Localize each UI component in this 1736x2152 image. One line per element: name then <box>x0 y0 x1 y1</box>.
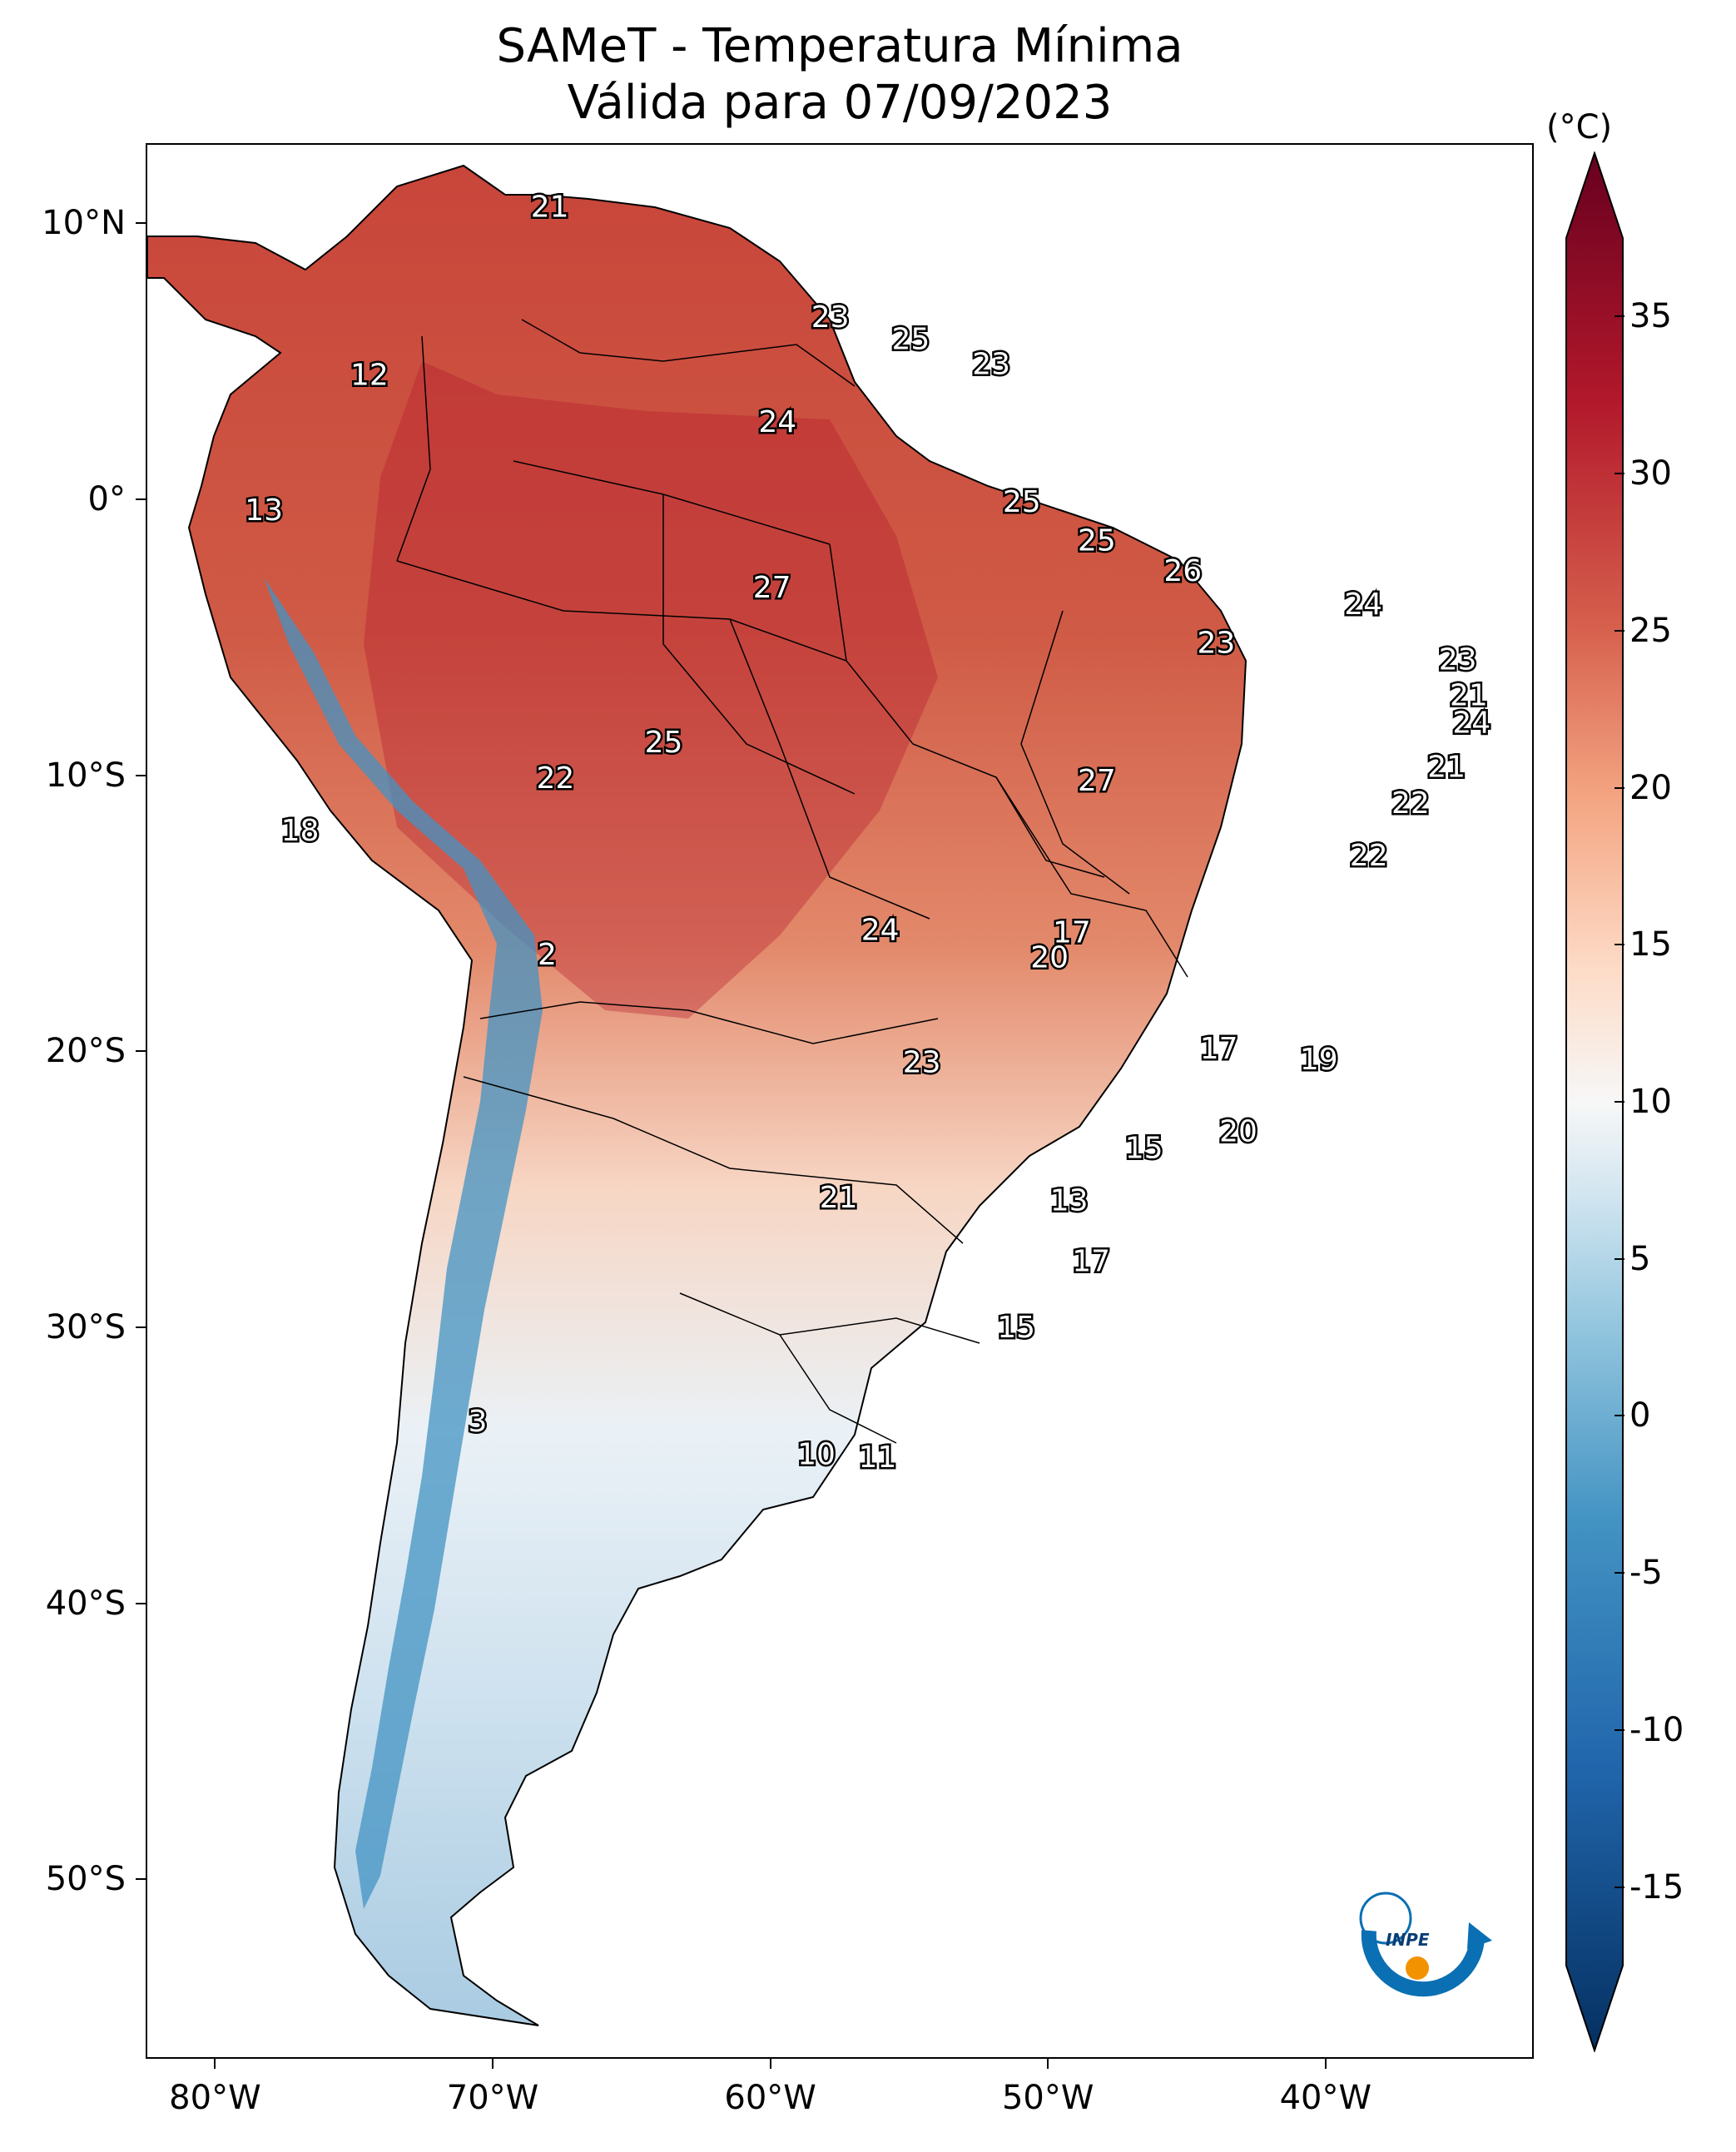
station-value-label: 17 <box>1200 1032 1238 1066</box>
station-value-label: 25 <box>645 726 683 760</box>
station-value-label: 17 <box>1053 916 1091 950</box>
colorbar-tick-label: 25 <box>1629 611 1672 650</box>
station-value-label: 21 <box>1427 751 1466 785</box>
station-value-label: 21 <box>820 1181 858 1215</box>
station-value-label: 12 <box>350 359 389 393</box>
longitude-tick-label: 80°W <box>169 2079 261 2117</box>
latitude-tick-label: 10°S <box>45 756 126 795</box>
colorbar-tick-mark <box>1614 473 1624 475</box>
station-value-label: 10 <box>797 1438 836 1472</box>
station-value-label: 24 <box>861 913 900 947</box>
state-borders <box>396 319 1188 1444</box>
longitude-tick-mark <box>492 2059 494 2069</box>
station-value-label: 13 <box>1050 1183 1089 1217</box>
station-value-label: 20 <box>1030 941 1069 975</box>
colorbar-tick-mark <box>1614 1886 1624 1888</box>
colorbar-tick-label: 35 <box>1629 297 1672 336</box>
map-panel: 21 23 25 23 12 24 25 13 25 26 27 24 23 23 21 24 25 21 22 27… <box>146 143 1534 2059</box>
colorbar-tick-mark <box>1614 1101 1624 1103</box>
latitude-tick-mark <box>136 1326 146 1328</box>
title-line-2: Válida para 07/09/2023 <box>567 76 1113 130</box>
andes-cold-band <box>264 578 543 1909</box>
station-value-label: 23 <box>903 1046 941 1080</box>
station-value-label: 21 <box>531 190 569 224</box>
colorbar-tick-label: 0 <box>1629 1396 1651 1435</box>
latitude-tick-label: 40°S <box>45 1584 126 1623</box>
colorbar-tick-mark <box>1614 1257 1624 1260</box>
colorbar-tick-mark <box>1614 315 1624 318</box>
colorbar-tick-mark <box>1614 629 1624 632</box>
station-value-label: 18 <box>281 814 320 848</box>
latitude-tick-mark <box>136 498 146 500</box>
station-value-label: 2 <box>538 938 557 972</box>
station-value-label: 21 <box>1450 678 1488 712</box>
longitude-tick-mark <box>769 2059 771 2069</box>
station-value-label: 23 <box>972 347 1010 381</box>
colorbar-tick-label: 15 <box>1629 925 1672 964</box>
latitude-tick-label: 0° <box>87 479 126 518</box>
station-value-label: 19 <box>1300 1043 1338 1077</box>
longitude-tick-mark <box>214 2059 216 2069</box>
station-value-label: 25 <box>1078 524 1116 558</box>
colorbar-unit: (°C) <box>1546 108 1613 146</box>
station-value-label: 22 <box>1350 839 1388 873</box>
colorbar-tick-label: 10 <box>1629 1083 1672 1121</box>
station-value-label: 15 <box>1125 1131 1163 1165</box>
station-value-label: 11 <box>858 1440 896 1475</box>
colorbar-tick-label: -5 <box>1629 1554 1663 1593</box>
longitude-tick-label: 60°W <box>724 2079 816 2117</box>
station-value-label: 22 <box>1391 786 1430 821</box>
colorbar-tick-mark <box>1614 1572 1624 1574</box>
longitude-tick-mark <box>1324 2059 1327 2069</box>
longitude-tick-label: 70°W <box>446 2079 539 2117</box>
colorbar-tick-label: 30 <box>1629 454 1672 493</box>
station-value-label: 27 <box>753 571 791 605</box>
latitude-tick-label: 20°S <box>45 1032 126 1071</box>
station-value-label: 23 <box>811 300 850 335</box>
warm-region-overlay <box>364 361 938 1019</box>
latitude-tick-mark <box>136 1602 146 1604</box>
station-value-label: 22 <box>536 761 574 796</box>
station-value-label: 13 <box>245 493 283 528</box>
title-line-1: SAMeT - Temperatura Mínima <box>496 19 1183 73</box>
station-value-label: 3 <box>469 1405 488 1439</box>
colorbar-tick-label: 5 <box>1629 1239 1651 1278</box>
station-value-label: 27 <box>1078 764 1116 798</box>
station-value-label: 17 <box>1072 1244 1110 1278</box>
longitude-tick-mark <box>1047 2059 1049 2069</box>
latitude-tick-label: 50°S <box>45 1860 126 1899</box>
latitude-tick-label: 30°S <box>45 1307 126 1346</box>
colorbar-tick-mark <box>1614 786 1624 789</box>
station-value-label: 15 <box>997 1311 1035 1345</box>
station-value-label: 24 <box>1452 707 1490 741</box>
station-value-label: 23 <box>1439 642 1477 677</box>
colorbar-body <box>1565 151 1624 2052</box>
colorbar-tick-label: 20 <box>1629 768 1672 807</box>
longitude-tick-label: 40°W <box>1279 2079 1372 2117</box>
station-value-label: 25 <box>1003 485 1041 519</box>
latitude-tick-mark <box>136 222 146 225</box>
colorbar <box>1565 151 1624 2052</box>
station-value-label: 24 <box>1344 588 1382 622</box>
latitude-tick-mark <box>136 774 146 776</box>
colorbar-tick-label: -15 <box>1629 1867 1684 1907</box>
latitude-tick-label: 10°N <box>42 204 126 243</box>
station-value-label: 20 <box>1219 1115 1257 1149</box>
colorbar-tick-mark <box>1614 1415 1624 1417</box>
station-value-label: 25 <box>891 323 930 357</box>
colorbar-tick-mark <box>1614 1728 1624 1731</box>
latitude-tick-mark <box>136 1878 146 1881</box>
longitude-tick-label: 50°W <box>1001 2079 1094 2117</box>
colorbar-tick-label: -10 <box>1629 1710 1684 1749</box>
latitude-tick-mark <box>136 1050 146 1053</box>
svg-text:INPE: INPE <box>1386 1930 1430 1950</box>
colorbar-tick-mark <box>1614 944 1624 946</box>
station-value-label: 24 <box>758 405 796 439</box>
map-title: SAMeT - Temperatura Mínima Válida para 0… <box>146 18 1534 131</box>
station-value-label: 26 <box>1163 554 1202 588</box>
inpe-logo: INPE <box>1352 1889 1494 2014</box>
station-value-label: 23 <box>1197 626 1235 660</box>
